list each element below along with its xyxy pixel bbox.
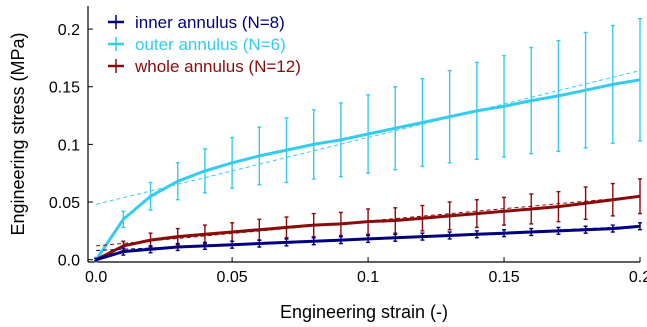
y-axis-label: Engineering stress (MPa) bbox=[8, 32, 28, 235]
x-tick-label: 0.15 bbox=[488, 269, 519, 286]
legend: inner annulus (N=8) outer annulus (N=6) wh… bbox=[108, 13, 301, 76]
inner-legend-label: inner annulus (N=8) bbox=[135, 13, 285, 32]
x-tick-label: 0.05 bbox=[217, 269, 248, 286]
x-axis-label: Engineering strain (-) bbox=[280, 302, 448, 322]
x-tick-label: 0.0 bbox=[85, 269, 107, 286]
y-tick-label: 0.2 bbox=[58, 22, 80, 39]
outer-legend-label: outer annulus (N=6) bbox=[135, 35, 286, 54]
x-tick-label: 0.2 bbox=[629, 269, 647, 286]
x-tick-label: 0.1 bbox=[357, 269, 379, 286]
y-tick-label: 0.05 bbox=[49, 195, 80, 212]
y-tick-label: 0.1 bbox=[58, 137, 80, 154]
whole-legend-label: whole annulus (N=12) bbox=[134, 57, 301, 76]
y-tick-label: 0.0 bbox=[58, 253, 80, 270]
plot-area bbox=[94, 19, 642, 262]
y-tick-label: 0.15 bbox=[49, 80, 80, 97]
